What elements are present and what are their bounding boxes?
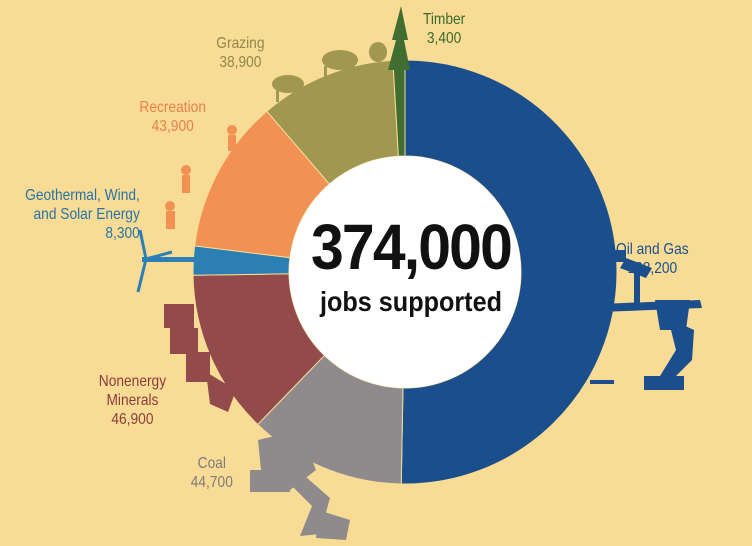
- donut-center: [289, 156, 521, 388]
- slice-label-timber: Timber 3,400: [422, 11, 466, 47]
- total-jobs-label: jobs supported: [319, 286, 502, 317]
- slice-label-nonenergy-minerals: Nonenergy Minerals 46,900: [98, 373, 167, 428]
- hikers-icon: [165, 125, 237, 229]
- pumpjack-icon: [590, 250, 702, 390]
- slice-label-recreation: Recreation 43,900: [139, 99, 206, 135]
- slice-label-geothermal-wind-solar: Geothermal, Wind, and Solar Energy 8,300: [25, 187, 140, 242]
- total-jobs-value: 374,000: [311, 211, 513, 283]
- slice-label-coal: Coal 44,700: [190, 455, 233, 491]
- coal-shovel-icon: [250, 430, 350, 540]
- slice-label-grazing: Grazing 38,900: [216, 35, 265, 71]
- wind-turbine-icon: [136, 229, 200, 293]
- cattle-icon: [272, 42, 387, 102]
- tree-icon: [388, 6, 410, 70]
- slice-label-oil-and-gas: Oil and Gas 188,200: [616, 241, 689, 277]
- mining-equipment-icon: [164, 304, 236, 412]
- donut-slices: [192, 59, 618, 485]
